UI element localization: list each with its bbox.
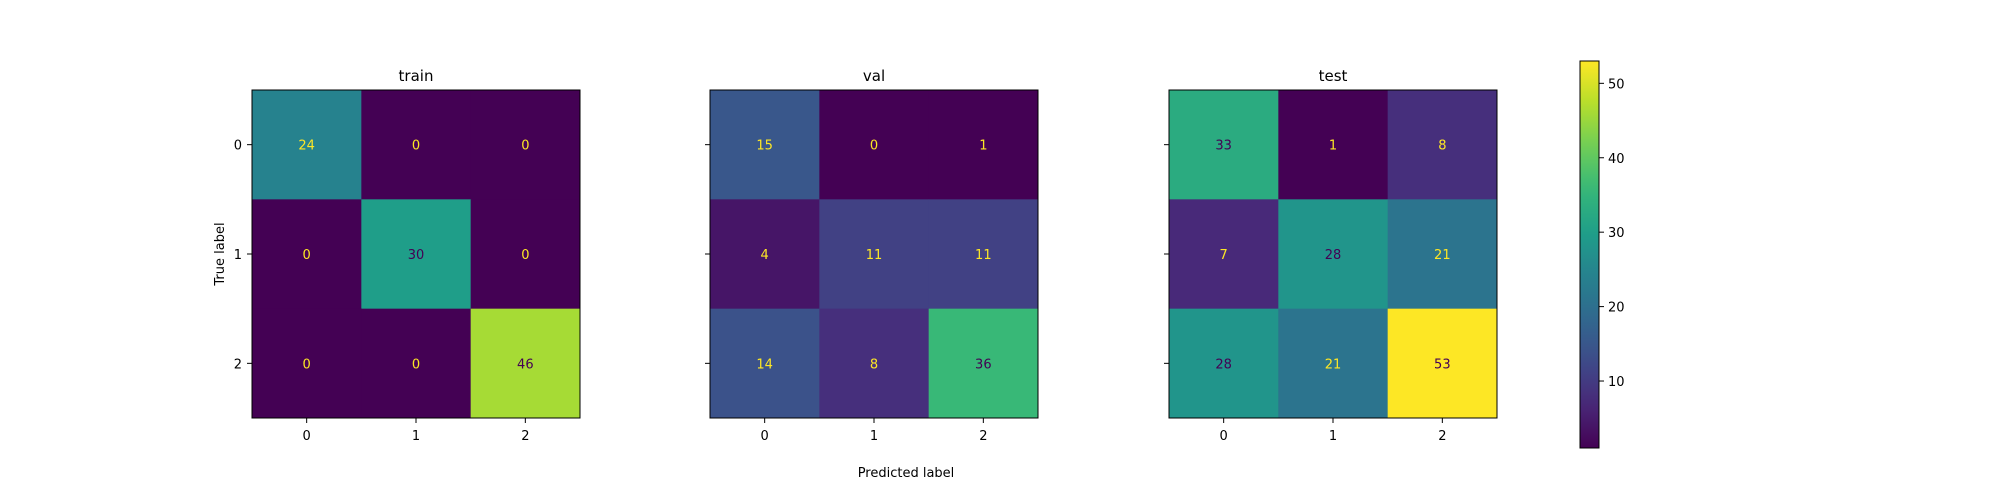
cell-value-label: 0 xyxy=(521,248,529,263)
heatmap-cell xyxy=(1278,308,1389,419)
heatmap-cell xyxy=(1278,90,1389,200)
heatmap-cell xyxy=(252,199,362,310)
x-tick-label: 1 xyxy=(1329,429,1337,444)
x-tick-label: 0 xyxy=(761,429,769,444)
heatmap-cell xyxy=(361,308,472,419)
cell-value-label: 36 xyxy=(975,357,992,372)
cell-value-label: 53 xyxy=(1434,357,1451,372)
cell-value-label: 11 xyxy=(866,248,883,263)
cell-value-label: 4 xyxy=(761,248,769,263)
colorbar-tick-label: 40 xyxy=(1608,152,1625,167)
cell-value-label: 8 xyxy=(870,357,878,372)
cell-value-label: 1 xyxy=(979,139,987,154)
heatmap-cell xyxy=(928,308,1039,419)
panel-test: test 33 1 8 7 28 21 28 21 53 0 1 2 xyxy=(1164,67,1498,444)
x-tick-label: 0 xyxy=(303,429,311,444)
x-tick-label: 0 xyxy=(1220,429,1228,444)
cell-value-label: 0 xyxy=(412,139,420,154)
cell-value-label: 0 xyxy=(303,248,311,263)
cell-value-label: 33 xyxy=(1215,139,1232,154)
cell-value-label: 0 xyxy=(412,357,420,372)
heatmap-cell xyxy=(819,308,930,419)
cell-value-label: 46 xyxy=(517,357,534,372)
heatmap-cell xyxy=(710,308,820,419)
heatmap-cell xyxy=(1169,308,1279,419)
heatmap-cell xyxy=(361,90,472,200)
cell-value-label: 21 xyxy=(1434,248,1451,263)
colorbar-tick-label: 30 xyxy=(1608,226,1625,241)
heatmap-cell xyxy=(928,90,1039,200)
cell-value-label: 11 xyxy=(975,248,992,263)
heatmap-cell xyxy=(928,199,1039,310)
cell-value-label: 0 xyxy=(303,357,311,372)
heatmap-cell xyxy=(470,308,581,419)
heatmap-cell xyxy=(1278,199,1389,310)
cell-value-label: 8 xyxy=(1438,139,1446,154)
panel-title: val xyxy=(863,67,885,85)
cell-value-label: 0 xyxy=(521,139,529,154)
heatmap-cell xyxy=(1169,199,1279,310)
heatmap-cell xyxy=(819,199,930,310)
colorbar-tick-label: 20 xyxy=(1608,301,1625,316)
heatmap-cell xyxy=(710,199,820,310)
x-tick-label: 2 xyxy=(1438,429,1446,444)
y-tick-label: 0 xyxy=(234,139,242,154)
colorbar-tick-label: 10 xyxy=(1608,375,1625,390)
heatmap-cell xyxy=(252,90,362,200)
panel-title: train xyxy=(399,67,434,85)
cell-value-label: 30 xyxy=(408,248,425,263)
y-axis-label: True label xyxy=(213,222,228,286)
cell-value-label: 15 xyxy=(756,139,773,154)
cell-value-label: 1 xyxy=(1329,139,1337,154)
heatmap-cell xyxy=(710,90,820,200)
x-tick-label: 2 xyxy=(979,429,987,444)
cell-value-label: 24 xyxy=(298,139,315,154)
heatmap-cell xyxy=(470,199,581,310)
colorbar-tick-label: 50 xyxy=(1608,77,1625,92)
heatmap-cell xyxy=(1387,90,1498,200)
x-tick-label: 1 xyxy=(870,429,878,444)
cell-value-label: 7 xyxy=(1220,248,1228,263)
cell-value-label: 28 xyxy=(1325,248,1342,263)
y-tick-label: 1 xyxy=(234,248,242,263)
colorbar-scale xyxy=(1579,60,1600,449)
panel-train: train 24 0 0 0 30 0 0 0 46 0 1 2 0 1 2 xyxy=(234,67,581,444)
cell-value-label: 14 xyxy=(756,357,773,372)
heatmap-cell xyxy=(361,199,472,310)
heatmap-cell xyxy=(1387,199,1498,310)
heatmap-cell xyxy=(470,90,581,200)
panel-title: test xyxy=(1319,67,1348,85)
heatmap-cell xyxy=(252,308,362,419)
heatmap-cell xyxy=(1169,90,1279,200)
heatmap-cell xyxy=(819,90,930,200)
x-axis-label: Predicted label xyxy=(858,466,955,481)
colorbar: 10 20 30 40 50 xyxy=(1579,60,1625,449)
x-tick-label: 1 xyxy=(412,429,420,444)
heatmap-cell xyxy=(1387,308,1498,419)
y-tick-label: 2 xyxy=(234,357,242,372)
cell-value-label: 0 xyxy=(870,139,878,154)
cell-value-label: 28 xyxy=(1215,357,1232,372)
cell-value-label: 21 xyxy=(1325,357,1342,372)
x-tick-label: 2 xyxy=(521,429,529,444)
